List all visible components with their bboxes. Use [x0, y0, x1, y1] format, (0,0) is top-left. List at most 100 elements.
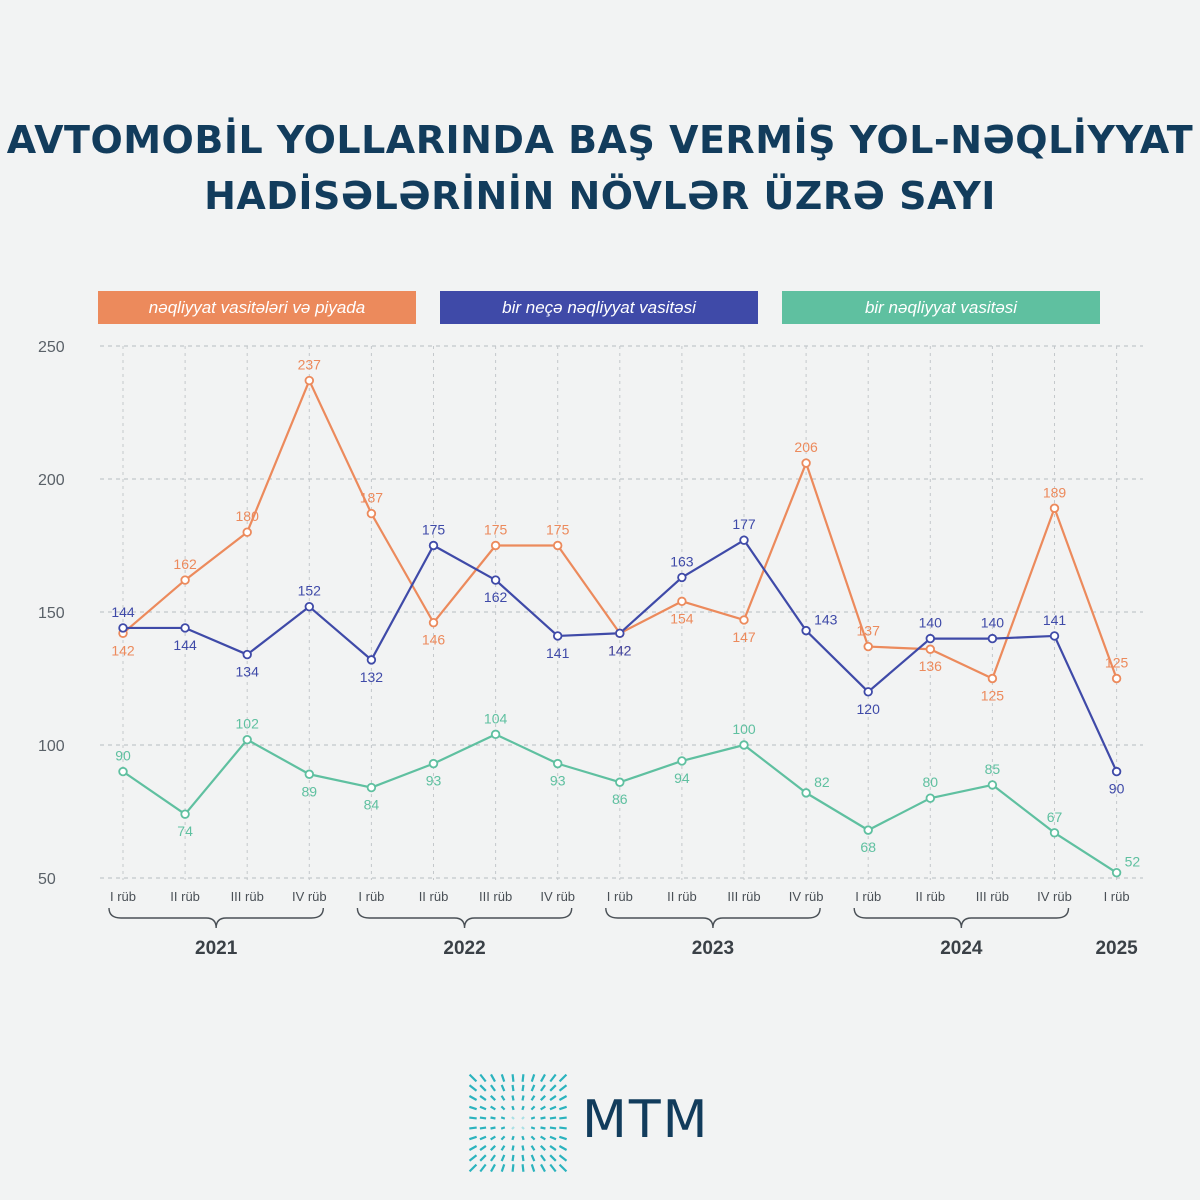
data-point: [242, 527, 252, 537]
data-label: 141: [1043, 612, 1067, 628]
x-tick-label: II rüb: [667, 889, 697, 904]
data-point: [615, 628, 625, 638]
logo-bar: [511, 1074, 515, 1082]
data-point: [304, 601, 314, 612]
logo-bar: [530, 1084, 536, 1092]
logo-bar: [511, 1164, 515, 1172]
data-point: [118, 623, 128, 633]
data-point: [1049, 503, 1060, 513]
data-point: [801, 788, 811, 798]
year-bracket: [853, 907, 1070, 929]
data-label: 137: [857, 623, 881, 639]
logo-bar: [511, 1154, 515, 1162]
logo-bar: [530, 1126, 536, 1130]
logo-bar: [500, 1154, 506, 1162]
logo-bar: [549, 1073, 557, 1083]
data-label: 68: [860, 839, 876, 855]
data-point: [739, 615, 749, 625]
logo-bar: [530, 1154, 536, 1162]
logo-bar: [549, 1105, 557, 1111]
logo-bar: [468, 1163, 478, 1173]
data-label: 175: [484, 522, 508, 538]
logo-bar: [479, 1073, 487, 1083]
logo-bar: [479, 1154, 487, 1162]
logo-bar: [521, 1145, 525, 1151]
data-point: [677, 572, 687, 583]
data-label: 93: [426, 773, 442, 789]
data-label: 74: [177, 823, 193, 839]
y-tick-label: 100: [38, 738, 65, 755]
y-tick-label: 50: [38, 871, 56, 888]
data-label: 86: [612, 791, 628, 807]
logo-bar: [511, 1116, 515, 1120]
logo-bar: [540, 1154, 546, 1162]
data-label: 163: [670, 553, 694, 569]
data-label: 52: [1125, 854, 1141, 870]
logo-bar: [540, 1105, 546, 1111]
logo-bar: [549, 1154, 557, 1162]
data-point: [553, 540, 563, 551]
x-tick-label: I rüb: [855, 889, 881, 904]
logo-bar: [500, 1074, 506, 1082]
logo-bar: [530, 1135, 536, 1141]
data-label: 82: [814, 774, 830, 790]
logo-bar: [549, 1163, 557, 1173]
logo-bar: [540, 1163, 546, 1173]
logo-bar: [521, 1105, 525, 1111]
data-label: 177: [732, 516, 756, 532]
x-tick-label: IV rüb: [292, 889, 327, 904]
year-label: 2025: [1095, 938, 1138, 959]
data-point: [553, 631, 563, 641]
data-point: [304, 375, 314, 386]
data-point: [180, 809, 190, 819]
x-tick-label: I rüb: [607, 889, 633, 904]
logo-bar: [490, 1105, 496, 1111]
logo-bar: [521, 1164, 525, 1172]
data-label: 100: [732, 721, 756, 737]
logo-bar: [521, 1074, 525, 1082]
data-point: [987, 673, 998, 684]
year-label: 2024: [940, 938, 983, 959]
y-tick-label: 150: [38, 605, 65, 622]
data-label: 143: [814, 612, 838, 628]
data-label: 144: [173, 637, 197, 653]
logo-bar: [479, 1126, 487, 1130]
legend-item-single-vehicle: bir nəqliyyat vasitəsi: [782, 291, 1100, 324]
logo-bar: [468, 1154, 478, 1162]
logo-bar: [549, 1084, 557, 1092]
data-point: [677, 596, 687, 607]
data-point: [1049, 631, 1060, 641]
logo-bar: [559, 1135, 567, 1141]
data-label: 237: [298, 357, 322, 373]
data-point: [180, 575, 190, 585]
logo-bar: [490, 1135, 496, 1141]
logo-bar: [558, 1095, 568, 1101]
data-label: 175: [422, 522, 446, 538]
data-point: [304, 769, 314, 779]
logo-bar: [549, 1135, 557, 1141]
data-label: 125: [981, 688, 1005, 704]
logo-bar: [479, 1145, 487, 1151]
data-point: [1111, 673, 1122, 684]
logo-bar: [469, 1135, 477, 1141]
x-tick-label: I rüb: [1104, 889, 1130, 904]
data-label: 147: [732, 629, 756, 645]
data-point: [677, 756, 687, 766]
logo-bar: [511, 1084, 515, 1092]
year-label: 2022: [443, 938, 485, 959]
year-bracket: [605, 907, 821, 929]
data-point: [242, 649, 252, 660]
logo-bar: [558, 1154, 568, 1162]
data-label: 146: [422, 632, 446, 648]
legend-item-pedestrian: nəqliyyat vasitələri və piyada: [98, 291, 416, 324]
data-label: 102: [236, 716, 260, 732]
logo-bar: [540, 1135, 546, 1141]
data-label: 162: [173, 556, 197, 572]
logo-bar: [521, 1116, 525, 1120]
data-point: [1049, 828, 1060, 838]
x-tick-label: III rüb: [976, 889, 1009, 904]
data-point: [863, 641, 873, 652]
data-point: [366, 508, 377, 519]
data-point: [553, 758, 563, 769]
data-label: 89: [302, 783, 318, 799]
